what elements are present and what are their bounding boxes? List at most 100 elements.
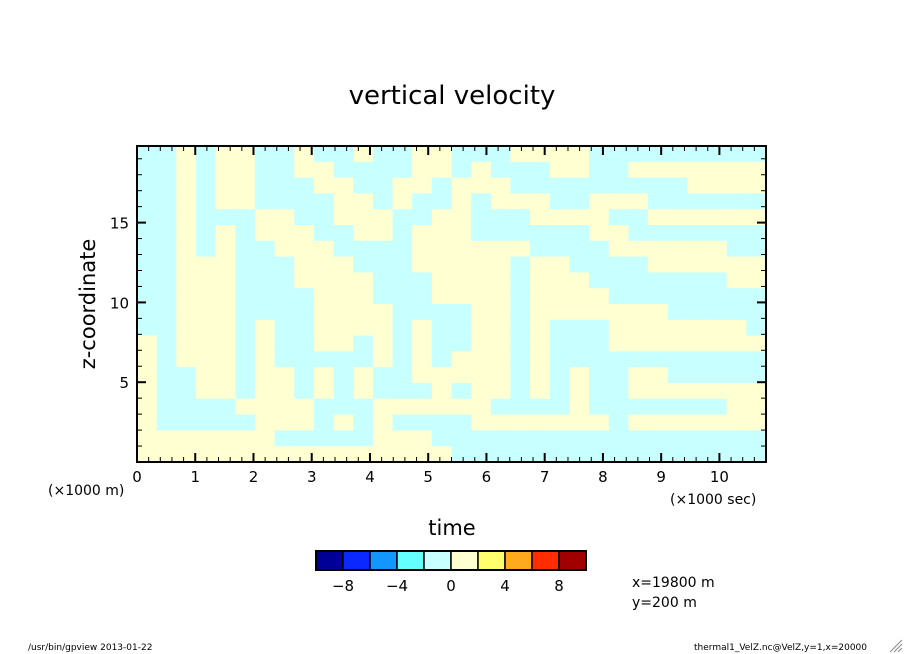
field-cell bbox=[392, 256, 413, 273]
field-cell bbox=[313, 288, 335, 305]
field-cell bbox=[431, 446, 453, 463]
field-cell bbox=[530, 335, 551, 352]
field-cell bbox=[648, 446, 669, 463]
field-cell bbox=[313, 351, 335, 368]
field-cell bbox=[667, 288, 688, 305]
field-cell bbox=[294, 351, 315, 368]
field-cell bbox=[294, 256, 315, 273]
field-cell bbox=[746, 446, 767, 463]
field-cell bbox=[451, 256, 472, 273]
field-cell bbox=[412, 398, 433, 416]
field-cell bbox=[392, 430, 413, 447]
field-cell bbox=[294, 304, 315, 321]
field-cell bbox=[431, 304, 453, 321]
y-axis-label: z-coordinate bbox=[76, 239, 100, 370]
field-cell bbox=[137, 193, 158, 210]
field-cell bbox=[156, 177, 177, 194]
field-cell bbox=[510, 398, 531, 416]
field-cell bbox=[431, 209, 453, 226]
field-cell bbox=[412, 288, 433, 305]
field-cell bbox=[235, 146, 256, 163]
field-cell bbox=[628, 383, 649, 400]
field-cell bbox=[687, 351, 708, 368]
resize-grip-icon[interactable] bbox=[889, 639, 903, 653]
field-cell bbox=[412, 225, 433, 242]
field-cell bbox=[392, 225, 413, 242]
field-cell bbox=[412, 304, 433, 321]
field-cell bbox=[195, 209, 217, 226]
field-cell bbox=[274, 430, 295, 447]
field-cell bbox=[333, 193, 354, 210]
field-cell bbox=[431, 240, 453, 258]
field-cell bbox=[313, 209, 335, 226]
field-cell bbox=[569, 446, 590, 463]
field-cell bbox=[333, 146, 354, 163]
field-cell bbox=[530, 319, 551, 337]
field-cell bbox=[274, 351, 295, 368]
field-cell bbox=[372, 288, 394, 305]
field-cell bbox=[490, 319, 512, 337]
field-cell bbox=[510, 193, 531, 210]
field-cell bbox=[451, 288, 472, 305]
field-cell bbox=[235, 351, 256, 368]
field-cell bbox=[687, 335, 708, 352]
field-cell bbox=[333, 272, 354, 289]
x-unit-label: (×1000 sec) bbox=[670, 492, 756, 508]
field-cell bbox=[707, 177, 728, 194]
field-cell bbox=[195, 161, 217, 179]
field-cell bbox=[471, 414, 492, 431]
field-cell bbox=[372, 430, 394, 447]
field-cell bbox=[137, 304, 158, 321]
field-cell bbox=[628, 240, 649, 258]
field-cell bbox=[156, 146, 177, 163]
field-cell bbox=[687, 430, 708, 447]
field-cell bbox=[726, 256, 747, 273]
field-cell bbox=[274, 335, 295, 352]
field-cell bbox=[431, 319, 453, 337]
field-cell bbox=[569, 146, 590, 163]
field-cell bbox=[156, 256, 177, 273]
field-cell bbox=[215, 304, 236, 321]
field-cell bbox=[176, 146, 197, 163]
field-cell bbox=[156, 225, 177, 242]
colorbar-box bbox=[477, 550, 506, 571]
field-cell bbox=[195, 335, 217, 352]
field-cell bbox=[235, 161, 256, 179]
field-cell bbox=[687, 272, 708, 289]
x-tick-label: 8 bbox=[598, 468, 608, 486]
y-tick-labels: 5 10 15 bbox=[110, 215, 129, 393]
field-cell bbox=[353, 272, 374, 289]
field-cell bbox=[215, 430, 236, 447]
field-cell bbox=[313, 304, 335, 321]
field-cell bbox=[137, 351, 158, 368]
field-cell bbox=[510, 335, 531, 352]
field-cell bbox=[235, 288, 256, 305]
field-cell bbox=[156, 304, 177, 321]
field-cell bbox=[451, 177, 472, 194]
field-cell bbox=[667, 225, 688, 242]
colorbar: −8 −4 0 4 8 bbox=[315, 550, 587, 595]
field-cell bbox=[589, 398, 610, 416]
field-cell bbox=[569, 193, 590, 210]
field-cell bbox=[648, 351, 669, 368]
field-cell bbox=[608, 240, 630, 258]
field-cell bbox=[392, 319, 413, 337]
field-cell bbox=[569, 319, 590, 337]
field-cell bbox=[648, 319, 669, 337]
field-cell bbox=[608, 430, 630, 447]
field-cell bbox=[235, 335, 256, 352]
field-cell bbox=[687, 146, 708, 163]
field-cell bbox=[726, 272, 747, 289]
field-cell bbox=[746, 256, 767, 273]
field-cell bbox=[333, 398, 354, 416]
field-cell bbox=[451, 209, 472, 226]
field-cell bbox=[333, 319, 354, 337]
field-cell bbox=[156, 209, 177, 226]
field-cell bbox=[608, 146, 630, 163]
field-cell bbox=[353, 367, 374, 384]
field-cell bbox=[746, 161, 767, 179]
field-cell bbox=[648, 225, 669, 242]
field-cell bbox=[137, 225, 158, 242]
field-cell bbox=[628, 146, 649, 163]
field-cell bbox=[195, 240, 217, 258]
